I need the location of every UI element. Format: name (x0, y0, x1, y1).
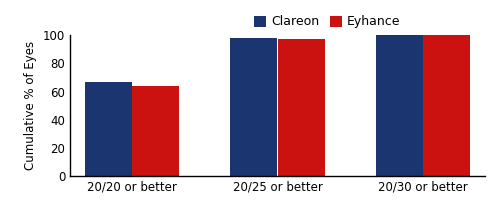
Legend: Clareon, Eyhance: Clareon, Eyhance (249, 11, 406, 33)
Bar (230, 38, 278, 176)
Bar (376, 35, 424, 176)
Bar (132, 86, 179, 176)
Bar (278, 39, 324, 176)
Y-axis label: Cumulative % of Eyes: Cumulative % of Eyes (24, 41, 38, 170)
Bar (424, 35, 470, 176)
Bar (84, 82, 132, 176)
